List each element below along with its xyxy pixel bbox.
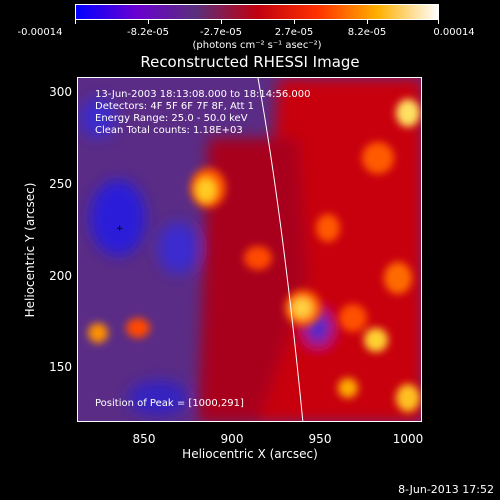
colorbar-label: 0.00014 — [433, 27, 475, 38]
colorbar-label: 8.2e-05 — [347, 27, 387, 38]
image-heatmap: + — [78, 78, 421, 421]
image-title: Reconstructed RHESSI Image — [140, 53, 360, 71]
detectors-label: Detectors: 4F 5F 6F 7F 8F, Att 1 — [95, 101, 255, 112]
x-axis-label: Heliocentric X (arcsec) — [182, 447, 318, 461]
svg-text:+: + — [116, 224, 124, 234]
colorbar-label: -8.2e-05 — [127, 27, 169, 38]
y-axis-label: Heliocentric Y (arcsec) — [23, 182, 37, 318]
time-range-label: 13-Jun-2003 18:13:08.000 to 18:14:56.000 — [95, 89, 311, 100]
x-tick-label: 900 — [220, 432, 244, 446]
x-tick-label: 850 — [132, 432, 156, 446]
timestamp-footer: 8-Jun-2013 17:52 — [398, 483, 494, 496]
x-tick-label: 950 — [308, 432, 332, 446]
clean-counts-label: Clean Total counts: 1.18E+03 — [95, 125, 243, 136]
colorbar-label: -2.7e-05 — [200, 27, 242, 38]
y-tick-label: 300 — [49, 85, 72, 99]
peak-position-label: Position of Peak = [1000,291] — [95, 398, 244, 409]
colorbar-tick — [221, 20, 222, 24]
colorbar-tick — [367, 20, 368, 24]
colorbar-tick — [148, 20, 149, 24]
y-tick-label: 150 — [49, 360, 72, 374]
colorbar-units: (photons cm⁻² s⁻¹ asec⁻²) — [192, 40, 322, 51]
energy-range-label: Energy Range: 25.0 - 50.0 keV — [95, 113, 248, 124]
colorbar-tick — [294, 20, 295, 24]
colorbar-tick — [75, 20, 76, 24]
y-tick-label: 250 — [49, 177, 72, 191]
y-tick-label: 200 — [49, 269, 72, 283]
rhessi-image: + — [77, 77, 422, 422]
x-tick-label: 1000 — [392, 432, 424, 446]
colorbar — [75, 4, 439, 20]
colorbar-label: -0.00014 — [17, 27, 63, 38]
colorbar-label: 2.7e-05 — [274, 27, 314, 38]
colorbar-tick — [438, 20, 439, 24]
